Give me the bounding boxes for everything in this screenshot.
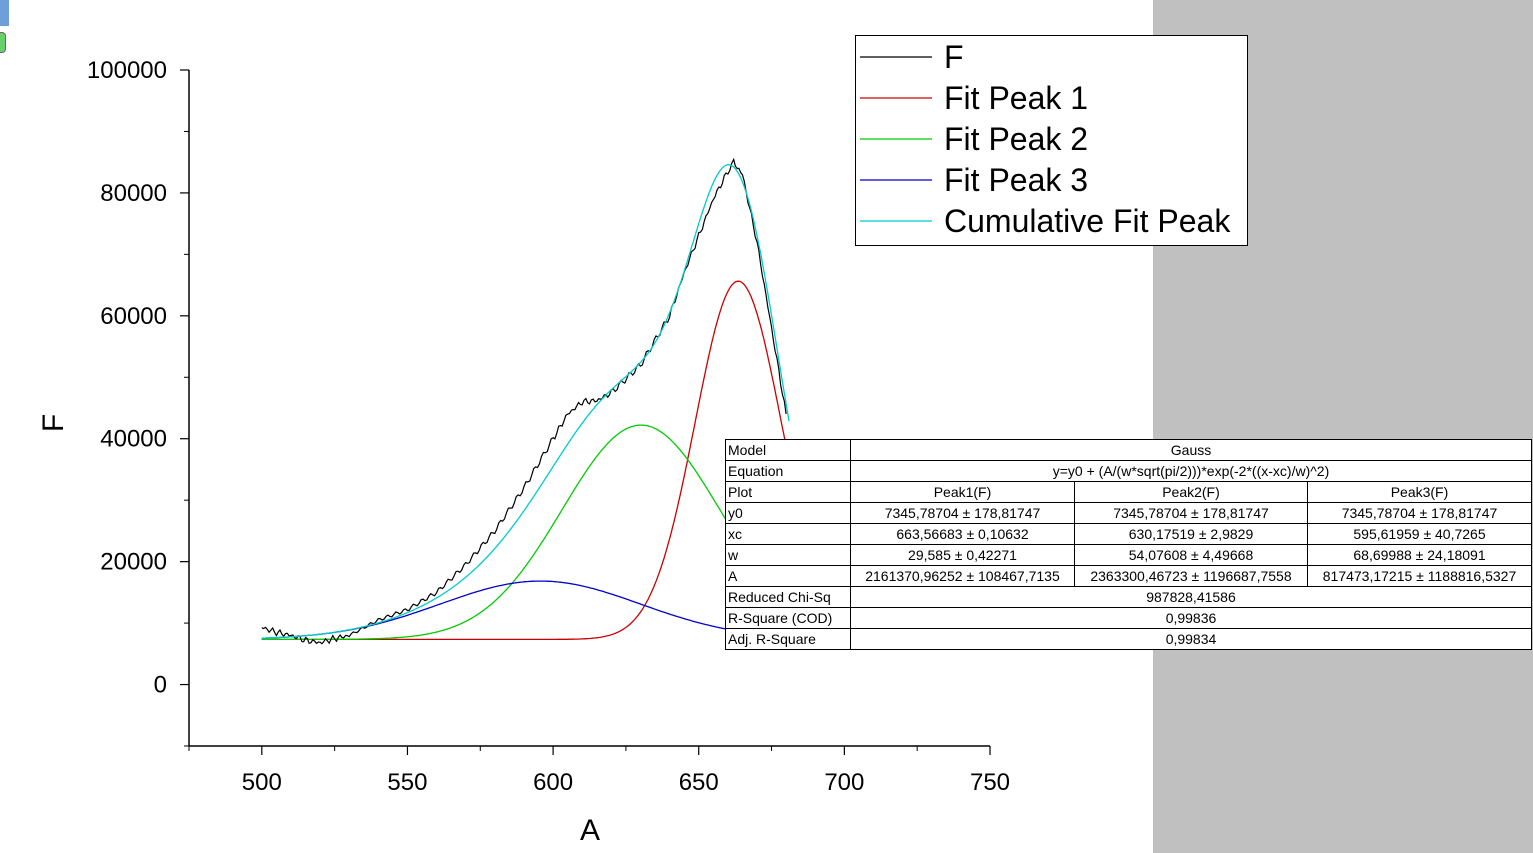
model-value: Gauss bbox=[850, 439, 1532, 461]
model-label: Model bbox=[725, 439, 851, 461]
table-cell: 68,69988 ± 24,18091 bbox=[1307, 544, 1532, 566]
table-cell: 54,07608 ± 4,49668 bbox=[1074, 544, 1308, 566]
x-tick-label: 550 bbox=[387, 769, 427, 796]
equation-value: y=y0 + (A/(w*sqrt(pi/2)))*exp(-2*((x-xc)… bbox=[850, 460, 1532, 482]
legend: F Fit Peak 1 Fit Peak 2 Fit Peak 3 Cumulativ… bbox=[855, 35, 1248, 246]
row-label: w bbox=[725, 544, 851, 566]
series-f-line bbox=[261, 157, 787, 645]
x-tick-label: 700 bbox=[824, 769, 864, 796]
table-row: Plot Peak1(F) Peak2(F) Peak3(F) bbox=[725, 481, 1532, 503]
legend-entry: Cumulative Fit Peak bbox=[944, 203, 1231, 239]
table-cell: 2161370,96252 ± 108467,7135 bbox=[850, 565, 1075, 587]
fit-peak-3-line bbox=[261, 580, 790, 639]
table-row: A 2161370,96252 ± 108467,7135 2363300,46… bbox=[725, 565, 1532, 587]
y-tick-label: 0 bbox=[154, 672, 167, 699]
table-row: y0 7345,78704 ± 178,81747 7345,78704 ± 1… bbox=[725, 502, 1532, 524]
chi-value: 987828,41586 bbox=[850, 586, 1532, 608]
plot-col-1: Peak1(F) bbox=[850, 481, 1075, 503]
table-row: R-Square (COD) 0,99836 bbox=[725, 607, 1532, 629]
y-tick-label: 60000 bbox=[100, 303, 167, 330]
fit-peak-1-line bbox=[261, 280, 790, 641]
chart-axes: 500 550 600 650 700 750 0 20000 40000 60000 80000 1… bbox=[87, 57, 1010, 796]
table-cell: 7345,78704 ± 178,81747 bbox=[1307, 502, 1532, 524]
legend-entry: Fit Peak 3 bbox=[944, 162, 1088, 198]
plot-col-3: Peak3(F) bbox=[1307, 481, 1532, 503]
table-row: Equation y=y0 + (A/(w*sqrt(pi/2)))*exp(-… bbox=[725, 460, 1532, 482]
fit-results-table: Model Gauss Equation y=y0 + (A/(w*sqrt(p… bbox=[725, 439, 1532, 650]
adj-r-square-label: Adj. R-Square bbox=[725, 628, 851, 650]
window-corner-tab[interactable] bbox=[0, 0, 9, 26]
y-tick-label: 80000 bbox=[100, 180, 167, 207]
table-cell: 595,61959 ± 40,7265 bbox=[1307, 523, 1532, 545]
chi-label: Reduced Chi-Sq bbox=[725, 586, 851, 608]
table-row: Reduced Chi-Sq 987828,41586 bbox=[725, 586, 1532, 608]
row-label: y0 bbox=[725, 502, 851, 524]
plot-label: Plot bbox=[725, 481, 851, 503]
y-axis-label: F bbox=[37, 414, 70, 432]
table-row: Model Gauss bbox=[725, 439, 1532, 461]
cumulative-fit-line bbox=[261, 164, 790, 639]
y-tick-label: 40000 bbox=[100, 426, 167, 453]
legend-entry: Fit Peak 1 bbox=[944, 80, 1088, 116]
legend-entry: Fit Peak 2 bbox=[944, 121, 1088, 157]
legend-entry: F bbox=[944, 39, 964, 75]
table-cell: 2363300,46723 ± 1196687,7558 bbox=[1074, 565, 1308, 587]
table-row: Adj. R-Square 0,99834 bbox=[725, 628, 1532, 650]
r-square-label: R-Square (COD) bbox=[725, 607, 851, 629]
table-cell: 29,585 ± 0,42271 bbox=[850, 544, 1075, 566]
chart-series bbox=[261, 157, 790, 645]
table-cell: 630,17519 ± 2,9829 bbox=[1074, 523, 1308, 545]
fit-peak-2-line bbox=[261, 424, 790, 641]
row-label: xc bbox=[725, 523, 851, 545]
y-tick-label: 20000 bbox=[100, 549, 167, 576]
table-cell: 7345,78704 ± 178,81747 bbox=[850, 502, 1075, 524]
x-tick-label: 750 bbox=[970, 769, 1010, 796]
plot-col-2: Peak2(F) bbox=[1074, 481, 1308, 503]
x-axis-label: A bbox=[580, 814, 600, 847]
x-tick-label: 650 bbox=[679, 769, 719, 796]
table-cell: 7345,78704 ± 178,81747 bbox=[1074, 502, 1308, 524]
table-cell: 817473,17215 ± 1188816,5327 bbox=[1307, 565, 1532, 587]
row-label: A bbox=[725, 565, 851, 587]
x-tick-label: 600 bbox=[533, 769, 573, 796]
x-tick-label: 500 bbox=[242, 769, 282, 796]
adj-r-square-value: 0,99834 bbox=[850, 628, 1532, 650]
table-row: w 29,585 ± 0,42271 54,07608 ± 4,49668 68… bbox=[725, 544, 1532, 566]
legend-box bbox=[855, 35, 1248, 246]
table-row: xc 663,56683 ± 0,10632 630,17519 ± 2,982… bbox=[725, 523, 1532, 545]
equation-label: Equation bbox=[725, 460, 851, 482]
r-square-value: 0,99836 bbox=[850, 607, 1532, 629]
y-tick-label: 100000 bbox=[87, 57, 167, 84]
table-cell: 663,56683 ± 0,10632 bbox=[850, 523, 1075, 545]
lock-icon[interactable] bbox=[0, 32, 6, 53]
